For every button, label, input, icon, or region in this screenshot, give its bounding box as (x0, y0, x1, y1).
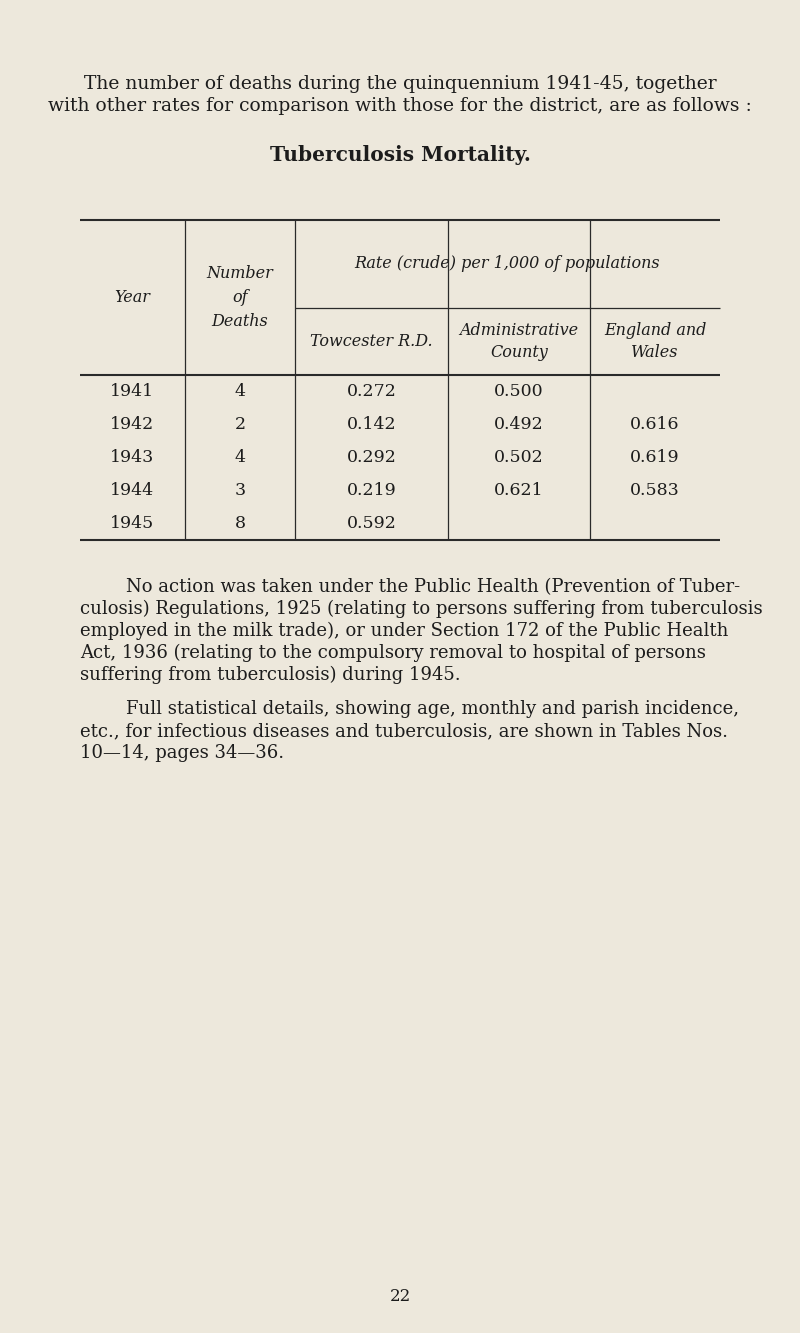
Text: suffering from tuberculosis) during 1945.: suffering from tuberculosis) during 1945… (80, 666, 461, 684)
Text: 10—14, pages 34—36.: 10—14, pages 34—36. (80, 744, 284, 762)
Text: Year: Year (114, 289, 150, 307)
Text: The number of deaths during the quinquennium 1941-45, together: The number of deaths during the quinquen… (84, 75, 716, 93)
Text: 0.142: 0.142 (346, 416, 396, 433)
Text: 0.500: 0.500 (494, 383, 544, 400)
Text: 1945: 1945 (110, 515, 154, 532)
Text: 1943: 1943 (110, 449, 154, 467)
Text: Administrative
County: Administrative County (459, 321, 578, 361)
Text: 0.292: 0.292 (346, 449, 397, 467)
Text: Number
of
Deaths: Number of Deaths (206, 265, 274, 329)
Text: Full statistical details, showing age, monthly and parish incidence,: Full statistical details, showing age, m… (80, 700, 739, 718)
Text: employed in the milk trade), or under Section 172 of the Public Health: employed in the milk trade), or under Se… (80, 623, 728, 640)
Text: 4: 4 (234, 449, 246, 467)
Text: 0.219: 0.219 (346, 483, 396, 499)
Text: 1944: 1944 (110, 483, 154, 499)
Text: 1942: 1942 (110, 416, 154, 433)
Text: 4: 4 (234, 383, 246, 400)
Text: 0.616: 0.616 (630, 416, 680, 433)
Text: 0.272: 0.272 (346, 383, 397, 400)
Text: culosis) Regulations, 1925 (relating to persons suffering from tuberculosis: culosis) Regulations, 1925 (relating to … (80, 600, 762, 619)
Text: 0.502: 0.502 (494, 449, 544, 467)
Text: 0.621: 0.621 (494, 483, 544, 499)
Text: Towcester R.D.: Towcester R.D. (310, 333, 433, 351)
Text: Act, 1936 (relating to the compulsory removal to hospital of persons: Act, 1936 (relating to the compulsory re… (80, 644, 706, 663)
Text: with other rates for comparison with those for the district, are as follows :: with other rates for comparison with tho… (48, 97, 752, 115)
Text: No action was taken under the Public Health (Prevention of Tuber-: No action was taken under the Public Hea… (80, 579, 740, 596)
Text: 2: 2 (234, 416, 246, 433)
Text: 0.619: 0.619 (630, 449, 680, 467)
Text: Tuberculosis Mortality.: Tuberculosis Mortality. (270, 145, 530, 165)
Text: 3: 3 (234, 483, 246, 499)
Text: 0.492: 0.492 (494, 416, 544, 433)
Text: 1941: 1941 (110, 383, 154, 400)
Text: 22: 22 (390, 1288, 410, 1305)
Text: 0.583: 0.583 (630, 483, 680, 499)
Text: 8: 8 (234, 515, 246, 532)
Text: England and
Wales: England and Wales (604, 321, 706, 361)
Text: 0.592: 0.592 (346, 515, 397, 532)
Text: etc., for infectious diseases and tuberculosis, are shown in Tables Nos.: etc., for infectious diseases and tuberc… (80, 722, 728, 740)
Text: Rate (crude) per 1,000 of populations: Rate (crude) per 1,000 of populations (354, 256, 660, 272)
